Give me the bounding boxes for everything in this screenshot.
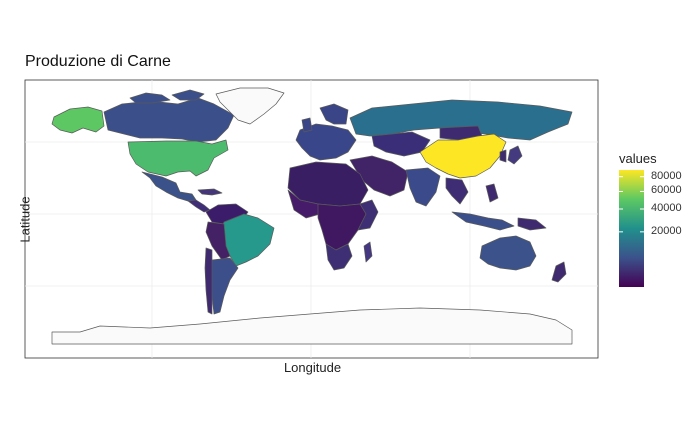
map-regions	[51, 87, 573, 345]
region-china	[419, 133, 507, 179]
legend-tick-label: 20000	[651, 224, 682, 237]
region-alaska	[51, 106, 105, 134]
region-usa	[127, 139, 229, 177]
region-south-africa	[325, 243, 353, 271]
region-uk	[301, 117, 313, 133]
region-peru-bolivia	[205, 221, 231, 261]
region-indonesia	[451, 211, 515, 231]
legend-tick-label: 80000	[651, 169, 682, 182]
region-caribbean	[197, 188, 223, 196]
legend-tick-label: 60000	[651, 184, 682, 197]
region-central-asia	[371, 131, 431, 157]
region-new-guinea	[517, 217, 547, 231]
region-india	[405, 167, 441, 207]
legend-title: values	[619, 151, 657, 166]
region-europe	[295, 123, 357, 161]
y-axis-label: Latitude	[17, 196, 33, 243]
chart-title: Produzione di Carne	[25, 53, 171, 70]
x-axis-label: Longitude	[283, 360, 342, 375]
region-antarctica	[51, 307, 573, 345]
legend-colorbar	[619, 170, 644, 287]
region-madagascar	[363, 241, 373, 263]
region-japan	[507, 145, 523, 165]
region-new-zealand	[551, 261, 567, 283]
region-arctic-islands	[129, 92, 171, 104]
region-philippines	[485, 183, 499, 203]
region-australia	[479, 235, 537, 271]
region-se-asia	[445, 177, 469, 205]
legend-tick-marks	[619, 176, 644, 233]
legend-tick-label: 40000	[651, 202, 682, 214]
region-greenland	[215, 87, 285, 125]
region-chile	[204, 247, 213, 315]
region-east-africa	[357, 199, 379, 231]
region-arctic-islands-2	[171, 89, 205, 101]
region-canada	[103, 97, 235, 143]
region-korea	[499, 149, 507, 163]
region-scandinavia	[319, 103, 349, 125]
